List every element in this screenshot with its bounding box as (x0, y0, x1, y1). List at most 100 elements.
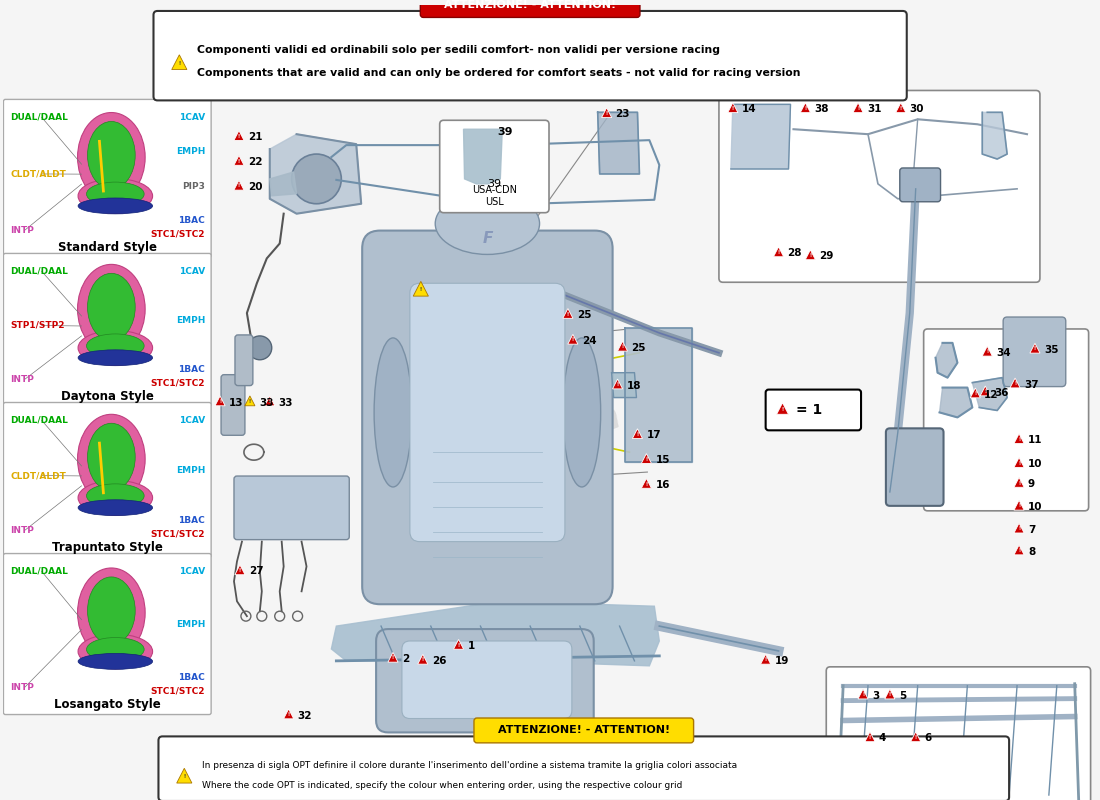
Text: 23: 23 (616, 110, 630, 119)
Polygon shape (1014, 478, 1024, 487)
Circle shape (248, 336, 272, 360)
Text: 1BAC: 1BAC (178, 366, 206, 374)
Polygon shape (234, 180, 244, 190)
Polygon shape (1014, 523, 1024, 533)
Polygon shape (895, 102, 906, 113)
Text: 11: 11 (1028, 435, 1043, 446)
Polygon shape (270, 134, 361, 214)
Polygon shape (970, 388, 980, 398)
Text: !: ! (781, 407, 783, 412)
Text: 1CAV: 1CAV (179, 113, 206, 122)
Text: EMPH: EMPH (176, 316, 206, 325)
Text: STP1/STP2: STP1/STP2 (10, 321, 65, 330)
Ellipse shape (78, 634, 153, 669)
FancyBboxPatch shape (440, 120, 549, 213)
Text: 35: 35 (1044, 345, 1058, 355)
Text: 25: 25 (576, 310, 592, 320)
Text: STC1/STC2: STC1/STC2 (151, 686, 206, 695)
Polygon shape (602, 108, 612, 118)
FancyBboxPatch shape (154, 11, 906, 100)
Polygon shape (884, 689, 895, 699)
Ellipse shape (374, 338, 411, 487)
Text: !: ! (249, 399, 251, 404)
Text: PIP3: PIP3 (183, 182, 206, 190)
Text: 33: 33 (278, 398, 294, 407)
Ellipse shape (78, 198, 153, 214)
Polygon shape (641, 454, 651, 463)
Text: !: ! (605, 111, 608, 116)
Ellipse shape (78, 500, 153, 516)
Text: !: ! (1034, 346, 1036, 351)
Text: ATTENZIONE! - ATTENTION!: ATTENZIONE! - ATTENTION! (497, 726, 670, 735)
Text: Losangato Style: Losangato Style (54, 698, 161, 711)
Polygon shape (1030, 343, 1040, 353)
Ellipse shape (78, 178, 153, 214)
Text: 7: 7 (1028, 525, 1035, 534)
Text: !: ! (984, 389, 987, 394)
Ellipse shape (88, 577, 135, 645)
Polygon shape (936, 343, 957, 378)
FancyBboxPatch shape (719, 90, 1040, 282)
Ellipse shape (436, 193, 540, 254)
Text: !: ! (1018, 437, 1020, 442)
Text: INTP: INTP (10, 526, 34, 535)
Polygon shape (265, 396, 275, 406)
FancyBboxPatch shape (900, 168, 940, 202)
Text: 12: 12 (984, 390, 999, 399)
Text: 38: 38 (814, 104, 828, 114)
Text: 18: 18 (627, 381, 641, 390)
Text: CLDT/ALDT: CLDT/ALDT (10, 471, 66, 480)
Polygon shape (563, 309, 573, 318)
FancyBboxPatch shape (158, 736, 1009, 800)
Polygon shape (568, 334, 578, 344)
Text: 13: 13 (229, 398, 243, 407)
Ellipse shape (78, 568, 145, 658)
Polygon shape (858, 689, 868, 699)
Polygon shape (852, 102, 864, 113)
Text: !: ! (238, 134, 240, 138)
Text: !: ! (1014, 382, 1016, 386)
FancyBboxPatch shape (3, 99, 211, 258)
Polygon shape (801, 102, 811, 113)
Polygon shape (980, 386, 990, 396)
Text: 8: 8 (1028, 546, 1035, 557)
Text: !: ! (238, 158, 240, 164)
Text: 10: 10 (1028, 459, 1043, 469)
Text: !: ! (421, 658, 424, 662)
Text: Componenti validi ed ordinabili solo per sedili comfort- non validi per versione: Componenti validi ed ordinabili solo per… (197, 45, 720, 54)
Polygon shape (728, 102, 738, 113)
Polygon shape (777, 402, 789, 414)
Ellipse shape (87, 638, 144, 662)
FancyBboxPatch shape (3, 5, 1097, 800)
Text: 21: 21 (248, 132, 263, 142)
FancyBboxPatch shape (234, 476, 350, 540)
Polygon shape (418, 654, 428, 664)
Text: 32: 32 (298, 710, 312, 721)
Circle shape (292, 154, 341, 204)
Text: !: ! (287, 712, 289, 717)
FancyBboxPatch shape (924, 329, 1089, 511)
Text: EMPH: EMPH (176, 620, 206, 629)
Text: INTP: INTP (10, 226, 34, 235)
Text: !: ! (1018, 526, 1020, 531)
Polygon shape (414, 282, 428, 296)
Ellipse shape (78, 113, 145, 202)
Text: !: ! (184, 774, 186, 779)
Polygon shape (1010, 378, 1020, 388)
Text: !: ! (420, 287, 422, 292)
Polygon shape (617, 342, 628, 351)
Text: !: ! (458, 642, 460, 647)
Ellipse shape (563, 338, 601, 487)
Text: !: ! (857, 106, 859, 111)
Text: INTP: INTP (10, 375, 34, 384)
Text: 3: 3 (872, 690, 879, 701)
Text: 1CAV: 1CAV (179, 416, 206, 425)
Text: !: ! (862, 692, 865, 698)
Ellipse shape (88, 274, 135, 341)
Text: 16: 16 (656, 480, 670, 490)
FancyBboxPatch shape (3, 402, 211, 558)
Text: 14: 14 (741, 104, 757, 114)
Polygon shape (641, 478, 651, 488)
Text: !: ! (238, 183, 240, 189)
Text: !: ! (889, 692, 891, 698)
